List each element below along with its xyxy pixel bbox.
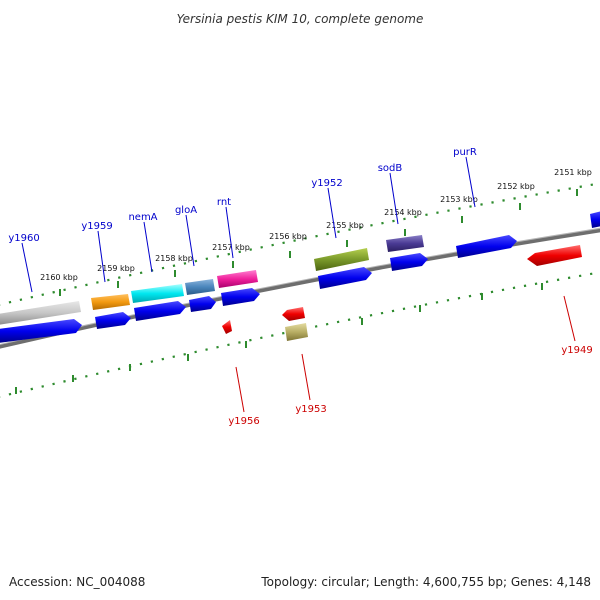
gene-label-y1959[interactable]: y1959 bbox=[81, 221, 112, 232]
gene-label-purR[interactable]: purR bbox=[453, 147, 477, 158]
inner-major-ticks bbox=[15, 283, 543, 394]
outer-major-ticks bbox=[59, 189, 578, 296]
accession-text: Accession: NC_004088 bbox=[9, 575, 145, 589]
tick-label: 2158 kbp bbox=[155, 254, 193, 263]
gene-y1953-feature[interactable] bbox=[285, 323, 308, 341]
gene-label-rnt[interactable]: rnt bbox=[217, 197, 231, 208]
gene-label-y1953[interactable]: y1953 bbox=[295, 404, 326, 415]
tick-label: 2155 kbp bbox=[326, 221, 364, 230]
gene-y1959-feature[interactable] bbox=[91, 294, 130, 310]
cds-arrow-forward[interactable] bbox=[590, 211, 600, 228]
gene-label-nemA[interactable]: nemA bbox=[128, 212, 157, 223]
gene-label-y1956[interactable]: y1956 bbox=[228, 416, 259, 427]
tick-label: 2160 kbp bbox=[40, 273, 78, 282]
cds-arrow-forward[interactable] bbox=[0, 319, 82, 343]
gene-label-y1960[interactable]: y1960 bbox=[8, 233, 39, 244]
gene-label-y1949[interactable]: y1949 bbox=[561, 345, 592, 356]
cds-arrow-forward[interactable] bbox=[134, 301, 186, 321]
cds-arrow-forward[interactable] bbox=[318, 267, 372, 289]
genome-summary-text: Topology: circular; Length: 4,600,755 bp… bbox=[260, 575, 591, 589]
gene-y1953-red-feature[interactable] bbox=[282, 307, 305, 321]
gene-label-gloA[interactable]: gloA bbox=[175, 205, 197, 216]
tick-label: 2156 kbp bbox=[269, 232, 307, 241]
tick-label: 2151 kbp bbox=[554, 168, 592, 177]
gene-y1952-feature[interactable] bbox=[314, 248, 369, 271]
gene-purR-feature[interactable] bbox=[456, 235, 517, 258]
gene-rnt-feature[interactable] bbox=[217, 270, 258, 288]
gene-nemA-feature[interactable] bbox=[131, 284, 184, 303]
cds-arrow-forward[interactable] bbox=[95, 312, 131, 329]
reverse-label-leaders bbox=[235, 295, 576, 413]
gene-y1956-feature[interactable] bbox=[222, 320, 232, 334]
tick-label: 2157 kbp bbox=[212, 243, 250, 252]
forward-label-leaders bbox=[21, 156, 476, 293]
gene-y1949-feature[interactable] bbox=[527, 245, 582, 266]
tick-label: 2154 kbp bbox=[384, 208, 422, 217]
cds-arrow-forward[interactable] bbox=[390, 253, 428, 271]
tick-label: 2153 kbp bbox=[440, 195, 478, 204]
gene-y1960-feature[interactable] bbox=[0, 301, 81, 325]
gene-label-y1952[interactable]: y1952 bbox=[311, 178, 342, 189]
map-title: Yersinia pestis KIM 10, complete genome bbox=[177, 12, 424, 26]
tick-label: 2159 kbp bbox=[97, 264, 135, 273]
genome-backbone bbox=[0, 228, 600, 349]
gene-label-sodB[interactable]: sodB bbox=[378, 163, 403, 174]
cds-arrow-forward[interactable] bbox=[189, 296, 216, 312]
gene-gloA-feature[interactable] bbox=[185, 279, 215, 295]
tick-label: 2152 kbp bbox=[497, 182, 535, 191]
gene-sodB-feature[interactable] bbox=[386, 235, 424, 252]
cds-arrow-forward[interactable] bbox=[221, 288, 260, 306]
